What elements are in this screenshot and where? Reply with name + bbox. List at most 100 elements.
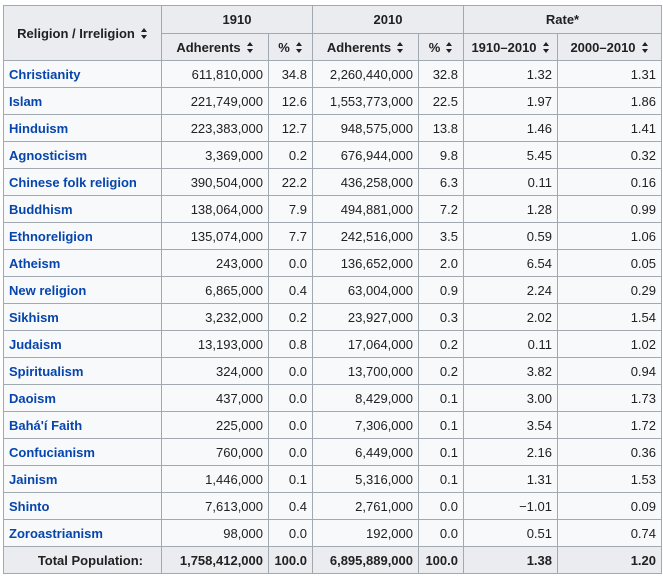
percent-1910-cell: 12.6 [268, 87, 313, 115]
religion-link[interactable]: Shinto [9, 498, 50, 514]
adherents-2010-cell: 242,516,000 [312, 222, 419, 250]
religion-cell: Agnosticism [3, 141, 162, 169]
religion-link[interactable]: Daoism [9, 390, 56, 406]
religion-link[interactable]: Christianity [9, 66, 81, 82]
rate-1910-2010-cell: 1.97 [463, 87, 558, 115]
religion-link[interactable]: Spiritualism [9, 363, 84, 379]
adherents-2010-cell: 2,260,440,000 [312, 60, 419, 88]
religion-header-label: Religion / Irreligion [17, 25, 135, 41]
rate-2000-2010-cell: 1.53 [557, 465, 662, 493]
percent-2010-header[interactable]: % [418, 33, 464, 61]
sort-icon[interactable] [397, 41, 404, 53]
rate-2000-2010-cell: 1.86 [557, 87, 662, 115]
percent-2010-cell: 0.1 [418, 465, 464, 493]
percent-1910-header[interactable]: % [268, 33, 313, 61]
percent-1910-cell: 0.2 [268, 141, 313, 169]
percent-2010-cell: 0.2 [418, 357, 464, 385]
religion-column-header[interactable]: Religion / Irreligion [3, 5, 162, 61]
religion-cell: Atheism [3, 249, 162, 277]
religion-link[interactable]: Judaism [9, 336, 62, 352]
sort-icon[interactable] [446, 41, 453, 53]
table-row: Chinese folk religion 390,504,000 22.2 436,… [3, 168, 662, 196]
sort-icon[interactable] [246, 41, 254, 53]
adherents-1910-cell: 243,000 [161, 249, 269, 277]
percent-1910-cell: 0.8 [268, 330, 313, 358]
rate-1910-2010-cell: 2.16 [463, 438, 558, 466]
percent-1910-cell: 0.0 [268, 357, 313, 385]
religion-link[interactable]: Hinduism [9, 120, 69, 136]
adherents-2010-cell: 948,575,000 [312, 114, 419, 142]
percent-2010-cell: 9.8 [418, 141, 464, 169]
rate-1910-2010-cell: 6.54 [463, 249, 558, 277]
total-rate-2000-2010: 1.20 [557, 546, 662, 574]
sort-icon[interactable] [542, 41, 550, 53]
percent-2010-cell: 0.1 [418, 411, 464, 439]
religion-link[interactable]: Atheism [9, 255, 61, 271]
total-percent-2010: 100.0 [418, 546, 464, 574]
adherents-1910-cell: 7,613,000 [161, 492, 269, 520]
sort-icon[interactable] [641, 41, 649, 53]
adherents-2010-cell: 63,004,000 [312, 276, 419, 304]
percent-2010-cell: 7.2 [418, 195, 464, 223]
rate-2000-2010-cell: 1.31 [557, 60, 662, 88]
rate-2000-2010-cell: 1.41 [557, 114, 662, 142]
religion-link[interactable]: New religion [9, 282, 87, 298]
adherents-1910-header[interactable]: Adherents [161, 33, 269, 61]
religion-link[interactable]: Agnosticism [9, 147, 88, 163]
percent-2010-cell: 6.3 [418, 168, 464, 196]
percent-1910-cell: 0.0 [268, 438, 313, 466]
percent-1910-cell: 0.1 [268, 465, 313, 493]
adherents-2010-cell: 17,064,000 [312, 330, 419, 358]
religion-link[interactable]: Islam [9, 93, 43, 109]
adherents-1910-cell: 98,000 [161, 519, 269, 547]
percent-2010-cell: 0.2 [418, 330, 464, 358]
rate-2000-2010-cell: 0.74 [557, 519, 662, 547]
religion-cell: Daoism [3, 384, 162, 412]
table-row: Zoroastrianism 98,000 0.0 192,000 0.0 0.51 0.7… [3, 519, 662, 547]
percent-1910-cell: 34.8 [268, 60, 313, 88]
religion-link[interactable]: Jainism [9, 471, 58, 487]
adherents-2010-cell: 8,429,000 [312, 384, 419, 412]
percent-1910-cell: 0.0 [268, 249, 313, 277]
religion-link[interactable]: Sikhism [9, 309, 59, 325]
percent-2010-cell: 2.0 [418, 249, 464, 277]
percent-2010-cell: 0.9 [418, 276, 464, 304]
religion-link[interactable]: Ethnoreligion [9, 228, 93, 244]
adherents-1910-cell: 1,446,000 [161, 465, 269, 493]
percent-1910-cell: 22.2 [268, 168, 313, 196]
sort-icon[interactable] [295, 41, 303, 53]
adherents-1910-cell: 390,504,000 [161, 168, 269, 196]
percent-2010-cell: 0.3 [418, 303, 464, 331]
header-row-bottom: Adherents % Adherents % 1910–2010 2000–2… [4, 33, 662, 61]
rate-2000-2010-cell: 1.72 [557, 411, 662, 439]
religion-cell: Confucianism [3, 438, 162, 466]
rate-2000-2010-label: 2000–2010 [570, 39, 636, 55]
religion-cell: Ethnoreligion [3, 222, 162, 250]
table-row: Christianity 611,810,000 34.8 2,260,440,000… [3, 60, 662, 88]
percent-2010-cell: 0.0 [418, 492, 464, 520]
rate-2000-2010-cell: 0.99 [557, 195, 662, 223]
religion-cell: Hinduism [3, 114, 162, 142]
rate-2000-2010-header[interactable]: 2000–2010 [557, 33, 662, 61]
percent-2010-cell: 0.0 [418, 519, 464, 547]
religion-link[interactable]: Confucianism [9, 444, 95, 460]
religion-cell: Bahá'í Faith [3, 411, 162, 439]
rate-1910-2010-cell: 5.45 [463, 141, 558, 169]
religion-link[interactable]: Buddhism [9, 201, 73, 217]
table-row: Daoism 437,000 0.0 8,429,000 0.1 3.00 1.73 [3, 384, 662, 412]
religion-link[interactable]: Zoroastrianism [9, 525, 103, 541]
adherents-1910-cell: 611,810,000 [161, 60, 269, 88]
rate-2000-2010-cell: 0.36 [557, 438, 662, 466]
total-rate-1910-2010: 1.38 [463, 546, 558, 574]
religion-cell: Judaism [3, 330, 162, 358]
religion-link[interactable]: Bahá'í Faith [9, 417, 83, 433]
percent-1910-label: % [278, 39, 290, 55]
rate-1910-2010-header[interactable]: 1910–2010 [463, 33, 558, 61]
percent-2010-label: % [428, 39, 441, 55]
rate-1910-2010-cell: 3.54 [463, 411, 558, 439]
sort-icon[interactable] [140, 27, 148, 39]
total-percent-1910: 100.0 [268, 546, 313, 574]
rate-2000-2010-cell: 0.94 [557, 357, 662, 385]
religion-link[interactable]: Chinese folk religion [9, 174, 137, 190]
adherents-2010-header[interactable]: Adherents [312, 33, 419, 61]
